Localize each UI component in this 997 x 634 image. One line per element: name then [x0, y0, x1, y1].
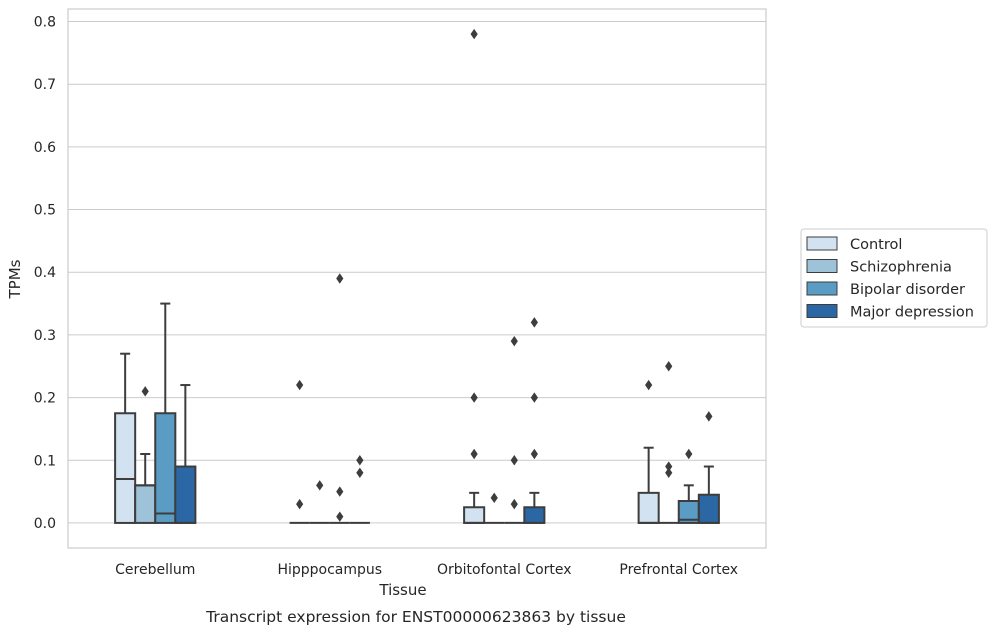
y-tick-label: 0.3 — [34, 328, 56, 344]
legend-swatch — [806, 281, 838, 296]
legend-label: Control — [850, 237, 902, 253]
outlier-point — [470, 392, 478, 403]
y-tick-label: 0.2 — [34, 391, 56, 407]
outlier-point — [296, 498, 304, 510]
legend-items: Control Schizophrenia Bipolar disorder Majo… — [806, 236, 974, 321]
legend-swatch — [806, 259, 838, 273]
outlier-point — [665, 467, 673, 478]
plot-area-border — [67, 8, 767, 549]
y-tick-label: 0.7 — [34, 77, 56, 93]
x-axis-label: Tissue — [378, 581, 426, 599]
y-axis-label: TPMs — [6, 259, 24, 299]
legend-swatch — [806, 236, 838, 251]
box — [637, 491, 660, 524]
x-tick-label: Hipppocampus — [277, 562, 382, 578]
outlier-point — [336, 511, 344, 522]
legend-frame — [800, 228, 988, 328]
outlier-point — [336, 273, 344, 284]
outlier-point — [705, 411, 713, 422]
plot-frame — [67, 8, 767, 549]
y-tick-label: 0.8 — [34, 15, 56, 31]
y-tick-label: 0.1 — [34, 453, 56, 469]
outlier-point — [470, 28, 478, 40]
box — [523, 506, 546, 524]
box — [174, 465, 197, 524]
outlier-point — [530, 448, 538, 460]
box — [134, 484, 157, 524]
legend-label: Bipolar disorder — [850, 282, 965, 298]
box — [154, 412, 177, 524]
outlier-point — [316, 480, 324, 491]
legend-label: Schizophrenia — [850, 260, 952, 276]
x-tick-labels: Cerebellum Hipppocampus Orbitofontal Corte… — [115, 562, 738, 578]
outlier-point — [645, 379, 653, 391]
outlier-point — [510, 498, 518, 510]
x-tick-label: Prefrontal Cortex — [619, 562, 738, 578]
boxes — [114, 302, 720, 524]
outlier-point — [490, 492, 498, 504]
outlier-point — [356, 455, 364, 466]
y-tick-label: 0.4 — [34, 265, 56, 281]
outlier-point — [510, 335, 518, 347]
outlier-point — [470, 448, 478, 460]
outlier-point — [296, 379, 304, 391]
outlier-point — [530, 317, 538, 328]
outlier-point — [336, 486, 344, 497]
x-tick-label: Orbitofontal Cortex — [437, 562, 572, 578]
legend-label: Major depression — [850, 305, 974, 321]
gridlines — [68, 21, 766, 524]
y-tick-label: 0.5 — [34, 203, 56, 219]
outlier-point — [356, 467, 364, 478]
outlier-point — [665, 461, 673, 472]
y-tick-labels: 0.0 0.1 0.2 0.3 0.4 0.5 0.6 0.7 0.8 — [34, 15, 56, 532]
y-tick-label: 0.0 — [34, 516, 56, 532]
box — [697, 493, 720, 524]
figure-caption: Transcript expression for ENST0000062386… — [205, 608, 626, 626]
outliers — [141, 28, 713, 522]
outlier-point — [510, 455, 518, 466]
outlier-point — [685, 448, 693, 460]
outlier-point — [665, 361, 673, 372]
legend-swatch — [806, 304, 838, 318]
y-tick-label: 0.6 — [34, 140, 56, 156]
box — [463, 506, 486, 524]
outlier-point — [530, 392, 538, 403]
outlier-point — [141, 386, 149, 397]
legend: Control Schizophrenia Bipolar disorder Majo… — [800, 228, 988, 328]
box — [114, 412, 137, 524]
x-tick-label: Cerebellum — [115, 562, 195, 578]
